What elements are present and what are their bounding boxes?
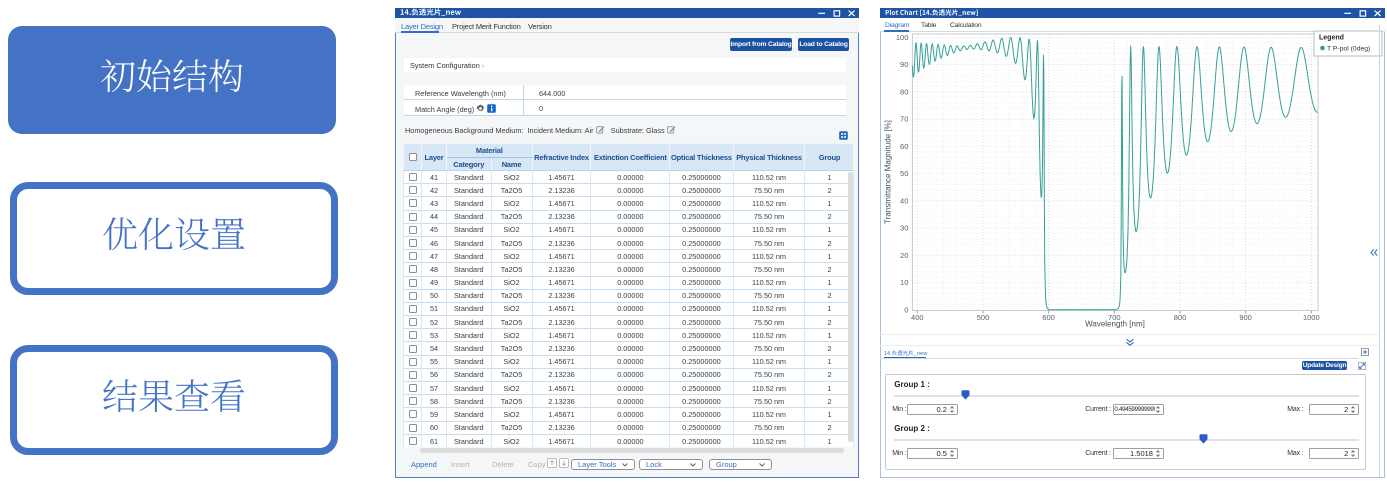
svg-text:70: 70	[900, 115, 908, 124]
svg-text:0: 0	[904, 305, 908, 314]
svg-text:900: 900	[1239, 313, 1252, 322]
svg-text:Transmittance Magnitude [%]: Transmittance Magnitude [%]	[884, 120, 893, 224]
svg-text:100: 100	[896, 33, 909, 42]
svg-text:400: 400	[911, 313, 924, 322]
svg-text:40: 40	[900, 196, 908, 205]
svg-text:10: 10	[900, 278, 908, 287]
svg-text:800: 800	[1174, 313, 1187, 322]
svg-text:Wavelength [nm]: Wavelength [nm]	[1085, 320, 1145, 329]
svg-text:30: 30	[900, 224, 908, 233]
svg-text:1000: 1000	[1303, 313, 1320, 322]
svg-text:700: 700	[1108, 313, 1121, 322]
svg-text:600: 600	[1042, 313, 1055, 322]
svg-text:60: 60	[900, 142, 908, 151]
svg-text:Legend: Legend	[1319, 35, 1344, 42]
svg-text:80: 80	[900, 88, 908, 97]
svg-text:T P-pol (0deg): T P-pol (0deg)	[1327, 46, 1370, 53]
svg-text:90: 90	[900, 60, 908, 69]
svg-text:500: 500	[977, 313, 990, 322]
svg-text:50: 50	[900, 169, 908, 178]
svg-text:20: 20	[900, 251, 908, 260]
